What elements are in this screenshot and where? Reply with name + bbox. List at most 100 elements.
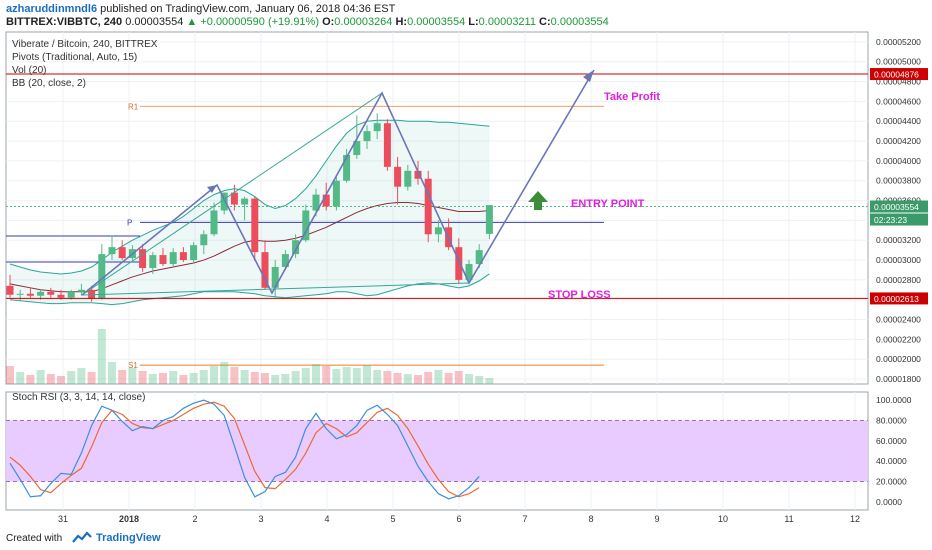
countdown-tag: 02:23:23 xyxy=(874,215,907,225)
volume-bar xyxy=(57,376,65,384)
rsi-tick-label: 100.0000 xyxy=(876,395,912,405)
x-tick-label: 10 xyxy=(718,514,728,524)
rsi-tick-label: 40.0000 xyxy=(876,456,907,466)
volume-bar xyxy=(36,370,45,384)
candle-body xyxy=(485,205,493,234)
volume-bar xyxy=(485,378,494,384)
volume-bar xyxy=(169,371,178,384)
volume-bar xyxy=(179,375,188,384)
arrowhead-icon xyxy=(207,185,217,193)
candle-body xyxy=(373,123,381,132)
volume-bar xyxy=(281,374,290,384)
volume-bar xyxy=(97,329,106,384)
candle-body xyxy=(179,252,187,261)
candle-body xyxy=(159,255,167,265)
bb-lower-line xyxy=(9,273,490,306)
candle-body xyxy=(139,249,147,268)
volume-bar xyxy=(199,370,208,384)
price-tick-label: 0.00005000 xyxy=(876,57,921,67)
candle-body xyxy=(434,227,442,235)
candle-body xyxy=(261,252,269,288)
pair-title[interactable]: Viberate / Bitcoin, 240, BITTREX xyxy=(12,39,158,50)
candle-body xyxy=(200,234,208,246)
tradingview-logo-icon xyxy=(72,531,92,543)
volume-bar xyxy=(6,366,14,384)
volume-bar xyxy=(465,374,473,384)
author-link[interactable]: azharuddinmndl6 xyxy=(6,3,98,15)
volume-bar xyxy=(189,373,198,384)
volume-bar xyxy=(403,374,412,384)
volume-bar xyxy=(16,372,25,384)
x-tick-label: 2018 xyxy=(119,514,139,524)
pivot-r1-label: R1 xyxy=(128,102,139,111)
volume-bar xyxy=(108,362,116,384)
arrowhead-icon xyxy=(583,70,594,82)
close-label: C: xyxy=(539,16,551,28)
x-tick-label: 5 xyxy=(390,514,395,524)
tradingview-brand[interactable]: TradingView xyxy=(96,532,161,544)
price-change: +0.00000590 (+19.91%) xyxy=(200,16,319,28)
chart-canvas[interactable]: 31 2018 2 3 4 5 6 7 8 9 10 11 12 0.00005200 0.00005000… xyxy=(0,30,932,530)
candle-body xyxy=(332,180,340,207)
candle-body xyxy=(26,293,34,296)
candle-body xyxy=(77,289,85,292)
volume-bar xyxy=(352,368,361,384)
volume-bar xyxy=(301,368,310,384)
x-tick-label: 4 xyxy=(324,514,329,524)
volume-indicator[interactable]: Vol (20) xyxy=(12,65,47,76)
entry-point-annotation: ENTRY POINT xyxy=(571,198,645,210)
bb-band-fill xyxy=(10,120,490,305)
candle-body xyxy=(404,170,412,187)
volume-bar xyxy=(46,374,55,384)
price-tick-label: 0.00003000 xyxy=(876,255,921,265)
price-tick-label: 0.00002400 xyxy=(876,315,921,325)
candle-body xyxy=(57,294,65,298)
published-info: published on TradingView.com, January 06… xyxy=(100,3,396,15)
take-profit-annotation: Take Profit xyxy=(604,91,660,103)
rsi-tick-label: 80.0000 xyxy=(876,415,907,425)
candle-body xyxy=(118,247,126,259)
candle-body xyxy=(37,291,45,296)
volume-bar xyxy=(312,364,320,384)
volume-bar xyxy=(444,373,453,384)
volume-bar xyxy=(454,371,463,384)
candle-body xyxy=(16,293,24,295)
price-tick-label: 0.00004000 xyxy=(876,156,921,166)
candle-body xyxy=(271,266,279,288)
candle-body xyxy=(230,192,238,205)
volume-bar xyxy=(332,369,341,384)
bb-indicator[interactable]: BB (20, close, 2) xyxy=(12,78,86,89)
price-tick-label: 0.00004600 xyxy=(876,96,921,106)
symbol-label: BITTREX:VIBBTC, 240 xyxy=(6,16,123,28)
pivots-indicator[interactable]: Pivots (Traditional, Auto, 15) xyxy=(12,52,138,63)
candle-body xyxy=(67,291,75,298)
candle-body xyxy=(394,166,402,187)
countdown-tag-bg xyxy=(870,213,928,226)
low-value: 0.00003211 xyxy=(478,16,536,28)
stoch-rsi-title[interactable]: Stoch RSI (3, 3, 14, 14, close) xyxy=(12,392,146,403)
open-value: 0.00003264 xyxy=(334,16,393,28)
volume-bar xyxy=(271,375,280,384)
current-price-tag-bg xyxy=(870,200,928,213)
candle-body xyxy=(353,141,361,155)
low-label: L: xyxy=(468,16,479,28)
pivot-p-label: P xyxy=(127,218,132,227)
candle-body xyxy=(383,123,391,167)
candle-body xyxy=(343,154,351,181)
candle-body xyxy=(210,210,218,235)
bb-upper-line xyxy=(9,119,490,275)
footer: Created with TradingView xyxy=(0,528,932,550)
volume-bar xyxy=(220,362,229,384)
rsi-d-line xyxy=(9,401,480,498)
volume-bar xyxy=(148,374,157,384)
price-tick-label: 0.00002000 xyxy=(876,354,921,364)
volume-bar xyxy=(393,373,402,384)
candle-body xyxy=(251,198,259,253)
candle-body xyxy=(312,194,320,211)
x-tick-label: 2 xyxy=(192,514,197,524)
candle-body xyxy=(241,198,249,205)
volume-bar xyxy=(261,373,269,384)
candle-body xyxy=(424,178,432,235)
x-tick-label: 8 xyxy=(588,514,593,524)
candle-body xyxy=(190,245,198,261)
